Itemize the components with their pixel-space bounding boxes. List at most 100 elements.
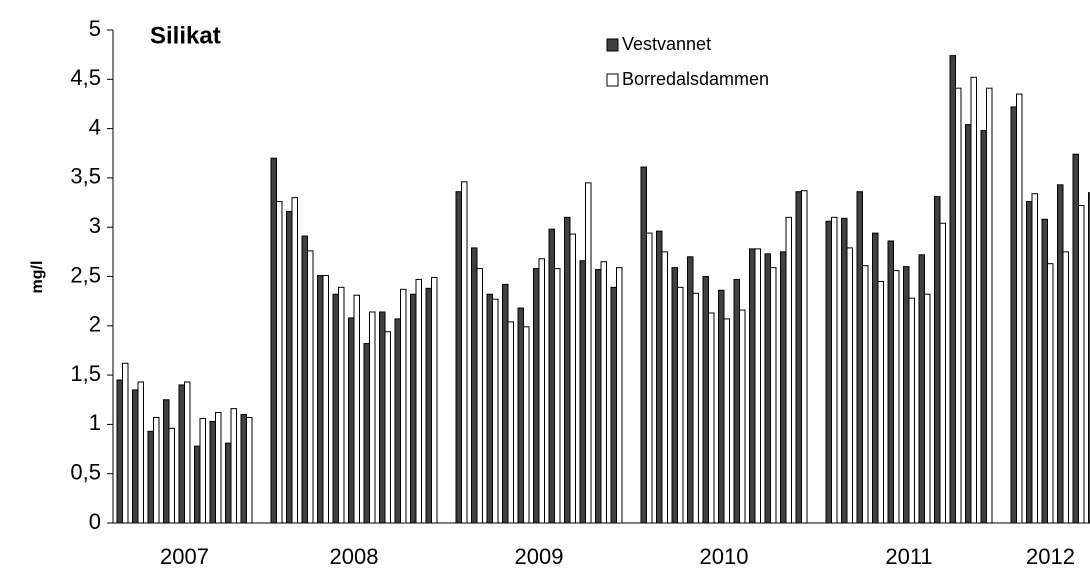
bar	[194, 445, 201, 524]
bar	[209, 420, 216, 524]
bar	[640, 166, 647, 524]
bar	[225, 442, 232, 524]
bar	[291, 197, 298, 524]
bar	[739, 309, 746, 524]
bar	[1041, 218, 1048, 524]
bar	[230, 408, 237, 524]
bar	[903, 266, 910, 524]
bar	[564, 216, 571, 524]
bar	[548, 228, 555, 524]
bar	[846, 247, 853, 524]
bar	[215, 412, 222, 524]
bar	[770, 267, 777, 524]
bar	[348, 317, 355, 524]
bar	[955, 87, 962, 524]
bar	[322, 275, 329, 524]
y-tick-label: 3	[89, 213, 101, 238]
bar	[122, 362, 129, 524]
bar	[554, 268, 561, 524]
bar	[492, 298, 499, 524]
bar	[517, 307, 524, 524]
bar	[949, 55, 956, 524]
bar	[538, 258, 545, 524]
bar	[425, 287, 432, 524]
bar	[394, 318, 401, 524]
y-tick-label: 1,5	[70, 361, 101, 386]
bar	[718, 289, 725, 524]
bar	[184, 381, 191, 524]
bar	[862, 265, 869, 524]
bar	[461, 181, 468, 524]
bar	[585, 182, 592, 524]
bar	[723, 318, 730, 524]
bar	[1047, 263, 1054, 524]
bar	[410, 293, 417, 524]
bar	[168, 427, 175, 524]
bar	[831, 216, 838, 524]
y-tick-label: 2	[89, 312, 101, 337]
x-tick-label: 2008	[330, 544, 379, 569]
bar	[934, 196, 941, 524]
bar	[455, 191, 462, 524]
bar	[163, 399, 170, 524]
bar	[199, 417, 206, 524]
bar	[286, 210, 293, 524]
bar	[1062, 251, 1069, 524]
bar	[153, 416, 160, 524]
bar	[301, 235, 308, 524]
bar	[317, 275, 324, 524]
bar	[677, 286, 684, 524]
bar	[646, 232, 653, 524]
bar	[369, 311, 376, 524]
bar	[116, 379, 123, 524]
bar	[939, 222, 946, 524]
bar	[486, 293, 493, 524]
y-tick-label: 1	[89, 410, 101, 435]
y-tick-label: 0,5	[70, 460, 101, 485]
bar	[240, 414, 247, 524]
y-tick-label: 3,5	[70, 164, 101, 189]
bar	[579, 260, 586, 524]
bar	[986, 87, 993, 524]
bar	[363, 343, 370, 524]
bar	[924, 293, 931, 524]
bar	[708, 312, 715, 524]
bar	[749, 248, 756, 524]
bar	[431, 276, 438, 524]
bar	[780, 251, 787, 524]
bar	[1031, 193, 1038, 524]
legend-swatch	[606, 73, 619, 87]
legend-label: Borredalsdammen	[622, 69, 769, 89]
bar	[887, 240, 894, 524]
bar	[970, 76, 977, 524]
y-tick-label: 5	[89, 16, 101, 41]
bar	[415, 278, 422, 524]
bar	[692, 292, 699, 524]
bar	[502, 283, 509, 524]
bar	[687, 256, 694, 524]
bar	[1072, 153, 1079, 524]
bar	[856, 191, 863, 524]
bar	[1016, 93, 1023, 524]
bar	[795, 191, 802, 524]
bar	[801, 190, 808, 524]
bar	[825, 220, 832, 524]
bar	[246, 416, 253, 524]
bar	[908, 297, 915, 524]
x-tick-label: 2012	[1026, 544, 1075, 569]
bar	[533, 268, 540, 524]
x-tick-label: 2009	[515, 544, 564, 569]
bar	[523, 326, 530, 524]
bar	[733, 278, 740, 524]
bar	[980, 130, 987, 524]
bar	[353, 294, 360, 524]
bar	[1088, 192, 1090, 524]
y-axis-label: mg/l	[29, 261, 46, 294]
x-tick-label: 2011	[885, 544, 932, 569]
bar	[137, 381, 144, 524]
chart-title: Silikat	[150, 22, 221, 49]
bar	[569, 233, 576, 524]
bar	[595, 269, 602, 524]
bar	[600, 261, 607, 524]
